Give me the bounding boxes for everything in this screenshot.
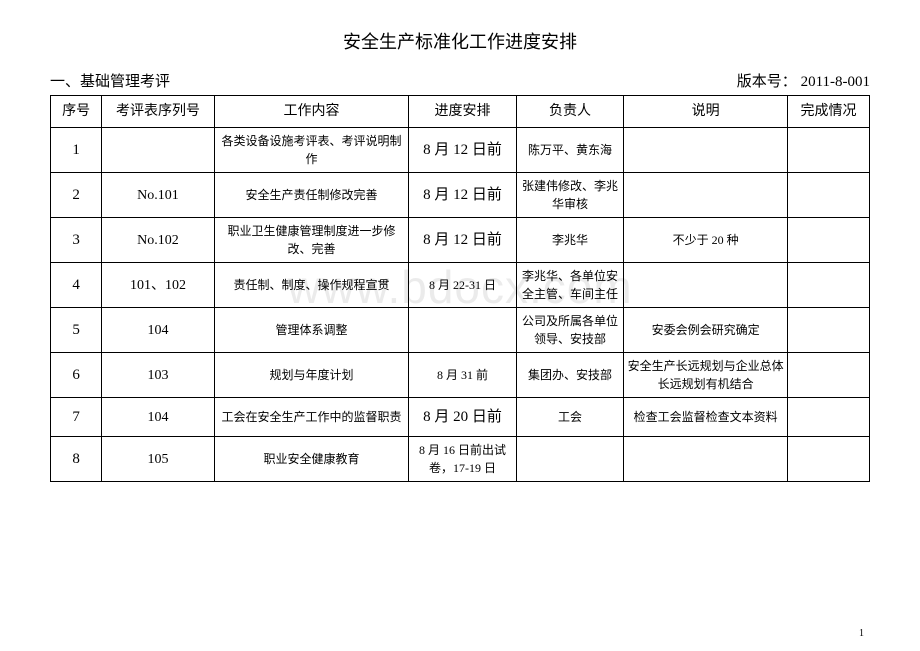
page-number: 1 [859, 628, 864, 639]
table-row: 8105职业安全健康教育8 月 16 日前出试卷，17-19 日 [51, 437, 870, 482]
subheader: 一、基础管理考评 版本号： 2011-8-001 [50, 70, 870, 91]
col-tblno: 考评表序列号 [102, 96, 215, 128]
col-seq: 序号 [51, 96, 102, 128]
table-row: 5104管理体系调整 公司及所属各单位领导、安技部安委会例会研究确定 [51, 308, 870, 353]
col-sched: 进度安排 [409, 96, 516, 128]
cell-status [788, 398, 870, 437]
cell-seq: 2 [51, 173, 102, 218]
cell-work: 管理体系调整 [214, 308, 409, 353]
cell-note: 安全生产长远规划与企业总体长远规划有机结合 [624, 353, 788, 398]
cell-sched: 8 月 31 前 [409, 353, 516, 398]
cell-seq: 5 [51, 308, 102, 353]
cell-seq: 6 [51, 353, 102, 398]
cell-status [788, 128, 870, 173]
cell-work: 责任制、制度、操作规程宣贯 [214, 263, 409, 308]
version-label: 版本号： [737, 74, 797, 90]
cell-status [788, 353, 870, 398]
col-note: 说明 [624, 96, 788, 128]
cell-owner: 集团办、安技部 [516, 353, 623, 398]
cell-work: 职业卫生健康管理制度进一步修改、完善 [214, 218, 409, 263]
cell-owner: 工会 [516, 398, 623, 437]
cell-seq: 8 [51, 437, 102, 482]
cell-owner: 李兆华 [516, 218, 623, 263]
cell-owner: 公司及所属各单位领导、安技部 [516, 308, 623, 353]
cell-seq: 4 [51, 263, 102, 308]
cell-seq: 3 [51, 218, 102, 263]
cell-note: 安委会例会研究确定 [624, 308, 788, 353]
cell-status [788, 173, 870, 218]
cell-status [788, 308, 870, 353]
table-header-row: 序号 考评表序列号 工作内容 进度安排 负责人 说明 完成情况 [51, 96, 870, 128]
table-row: 6103规划与年度计划8 月 31 前集团办、安技部安全生产长远规划与企业总体长… [51, 353, 870, 398]
cell-seq: 1 [51, 128, 102, 173]
cell-work: 工会在安全生产工作中的监督职责 [214, 398, 409, 437]
cell-work: 各类设备设施考评表、考评说明制作 [214, 128, 409, 173]
cell-sched: 8 月 22-31 日 [409, 263, 516, 308]
cell-sched: 8 月 16 日前出试卷，17-19 日 [409, 437, 516, 482]
section-label: 一、基础管理考评 [50, 70, 170, 91]
col-status: 完成情况 [788, 96, 870, 128]
cell-work: 规划与年度计划 [214, 353, 409, 398]
cell-note [624, 173, 788, 218]
cell-sched [409, 308, 516, 353]
cell-status [788, 263, 870, 308]
cell-owner: 张建伟修改、李兆华审核 [516, 173, 623, 218]
cell-tblno [102, 128, 215, 173]
cell-sched: 8 月 12 日前 [409, 218, 516, 263]
cell-work: 安全生产责任制修改完善 [214, 173, 409, 218]
cell-sched: 8 月 12 日前 [409, 128, 516, 173]
cell-tblno: 101、102 [102, 263, 215, 308]
cell-tblno: No.102 [102, 218, 215, 263]
cell-tblno: No.101 [102, 173, 215, 218]
cell-note [624, 128, 788, 173]
cell-note: 检查工会监督检查文本资料 [624, 398, 788, 437]
cell-note [624, 437, 788, 482]
cell-work: 职业安全健康教育 [214, 437, 409, 482]
table-row: 4101、102责任制、制度、操作规程宣贯8 月 22-31 日李兆华、各单位安… [51, 263, 870, 308]
version-value: 2011-8-001 [801, 74, 870, 90]
table-row: 3No.102职业卫生健康管理制度进一步修改、完善8 月 12 日前李兆华不少于… [51, 218, 870, 263]
cell-sched: 8 月 20 日前 [409, 398, 516, 437]
col-owner: 负责人 [516, 96, 623, 128]
table-row: 2No.101安全生产责任制修改完善8 月 12 日前张建伟修改、李兆华审核 [51, 173, 870, 218]
cell-sched: 8 月 12 日前 [409, 173, 516, 218]
cell-tblno: 103 [102, 353, 215, 398]
cell-owner [516, 437, 623, 482]
cell-owner: 李兆华、各单位安全主管、车间主任 [516, 263, 623, 308]
cell-status [788, 437, 870, 482]
cell-owner: 陈万平、黄东海 [516, 128, 623, 173]
page-title: 安全生产标准化工作进度安排 [50, 28, 870, 54]
table-row: 7104工会在安全生产工作中的监督职责8 月 20 日前工会检查工会监督检查文本… [51, 398, 870, 437]
cell-seq: 7 [51, 398, 102, 437]
cell-note [624, 263, 788, 308]
cell-tblno: 104 [102, 398, 215, 437]
cell-tblno: 105 [102, 437, 215, 482]
version-block: 版本号： 2011-8-001 [737, 70, 870, 91]
cell-tblno: 104 [102, 308, 215, 353]
cell-status [788, 218, 870, 263]
schedule-table: 序号 考评表序列号 工作内容 进度安排 负责人 说明 完成情况 1 各类设备设施考… [50, 95, 870, 482]
table-row: 1 各类设备设施考评表、考评说明制作8 月 12 日前陈万平、黄东海 [51, 128, 870, 173]
col-work: 工作内容 [214, 96, 409, 128]
cell-note: 不少于 20 种 [624, 218, 788, 263]
